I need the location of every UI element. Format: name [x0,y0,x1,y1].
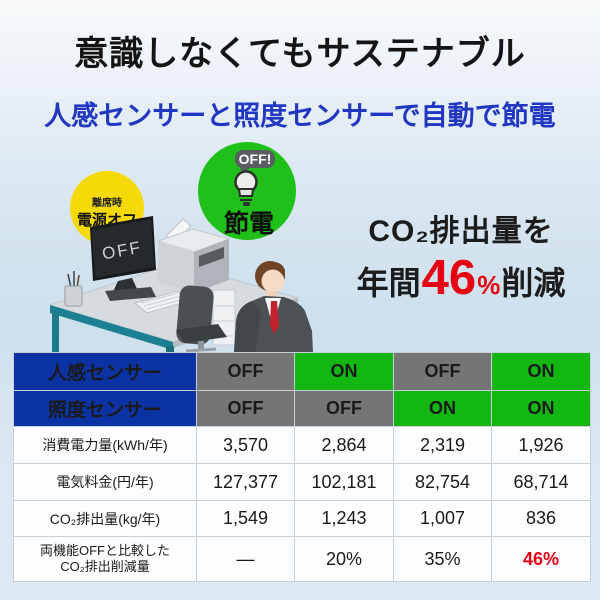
saving-label: 節電 [224,209,274,238]
sensor-state-cell: OFF [393,352,492,391]
value-cell: 1,007 [393,500,492,537]
sensor-state-cell: OFF [196,352,295,391]
co2-callout: CO₂排出量を 年間 46 % 削減 [338,206,584,304]
away-badge-line1: 離席時 [92,196,122,209]
sensor-state-cell: ON [294,352,394,391]
office-illustration: 離席時 電源オフ [48,142,313,353]
co2-line2-suffix: 削減 [501,265,566,301]
table-row-motion-sensor: 人感センサー OFF ON OFF ON [13,352,591,391]
value-cell-highlight: 46% [491,536,591,582]
printer [156,218,231,293]
row-label-co2-emissions: CO₂排出量(kg/年) [13,500,197,537]
value-cell: 2,864 [294,426,394,464]
value-cell: 836 [491,500,591,537]
value-cell: 20% [294,536,394,582]
table-row-light-sensor: 照度センサー OFF OFF ON ON [13,390,591,427]
sensor-state-cell: ON [491,352,591,391]
value-cell: 82,754 [393,463,492,501]
lightbulb-icon [234,170,258,206]
row-label-motion-sensor: 人感センサー [13,352,197,391]
sensor-state-cell: OFF [294,390,394,427]
value-cell: 1,926 [491,426,591,464]
office-chair [176,285,227,353]
value-cell: 35% [393,536,492,582]
tie [270,301,279,334]
saving-badge: OFF! 節電 [198,142,296,240]
co2-line2-unit: % [477,270,501,300]
pen-cup [64,271,83,307]
row-label-power-consumption: 消費電力量(kWh/年) [13,426,197,464]
co2-reduction-label-line2: CO₂排出削減量 [60,559,150,574]
page-subtitle: 人感センサーと照度センサーで自動で節電 [44,101,556,131]
sensor-state-cell: OFF [196,390,295,427]
value-cell: 1,243 [294,500,394,537]
row-label-light-sensor: 照度センサー [13,390,197,427]
value-cell: 3,570 [196,426,295,464]
off-speech-bubble [235,150,275,168]
comparison-table: 人感センサー OFF ON OFF ON 照度センサー OFF OFF ON O… [13,352,591,582]
value-cell: 1,549 [196,500,295,537]
co2-callout-line1: CO₂排出量を [368,215,554,248]
table-row-electricity-cost: 電気料金(円/年) 127,377 102,181 82,754 68,714 [13,463,591,501]
value-cell: — [196,536,295,582]
value-cell: 127,377 [196,463,295,501]
value-cell: 102,181 [294,463,394,501]
co2-callout-line2: 年間 46 % 削減 [338,254,584,304]
value-cell: 68,714 [491,463,591,501]
table-row-power-consumption: 消費電力量(kWh/年) 3,570 2,864 2,319 1,926 [13,426,591,464]
businessman [234,261,313,352]
co2-line2-value: 46 [421,251,477,305]
sensor-state-cell: ON [491,390,591,427]
row-label-co2-reduction: 両機能OFFと比較した CO₂排出削減量 [13,536,197,582]
face [261,269,285,293]
row-label-electricity-cost: 電気料金(円/年) [13,463,197,501]
value-cell: 2,319 [393,426,492,464]
table-row-co2-reduction: 両機能OFFと比較した CO₂排出削減量 — 20% 35% 46% [13,536,591,582]
saving-bubble-label: OFF! [239,151,272,167]
page-title: 意識しなくてもサステナブル [74,35,526,73]
keyboard [133,290,191,314]
co2-reduction-label-line1: 両機能OFFと比較した [40,542,170,558]
monitor: OFF [90,216,156,301]
table-row-co2-emissions: CO₂排出量(kg/年) 1,549 1,243 1,007 836 [13,500,591,537]
sensor-state-cell: ON [393,390,492,427]
co2-line2-prefix: 年間 [356,265,421,301]
